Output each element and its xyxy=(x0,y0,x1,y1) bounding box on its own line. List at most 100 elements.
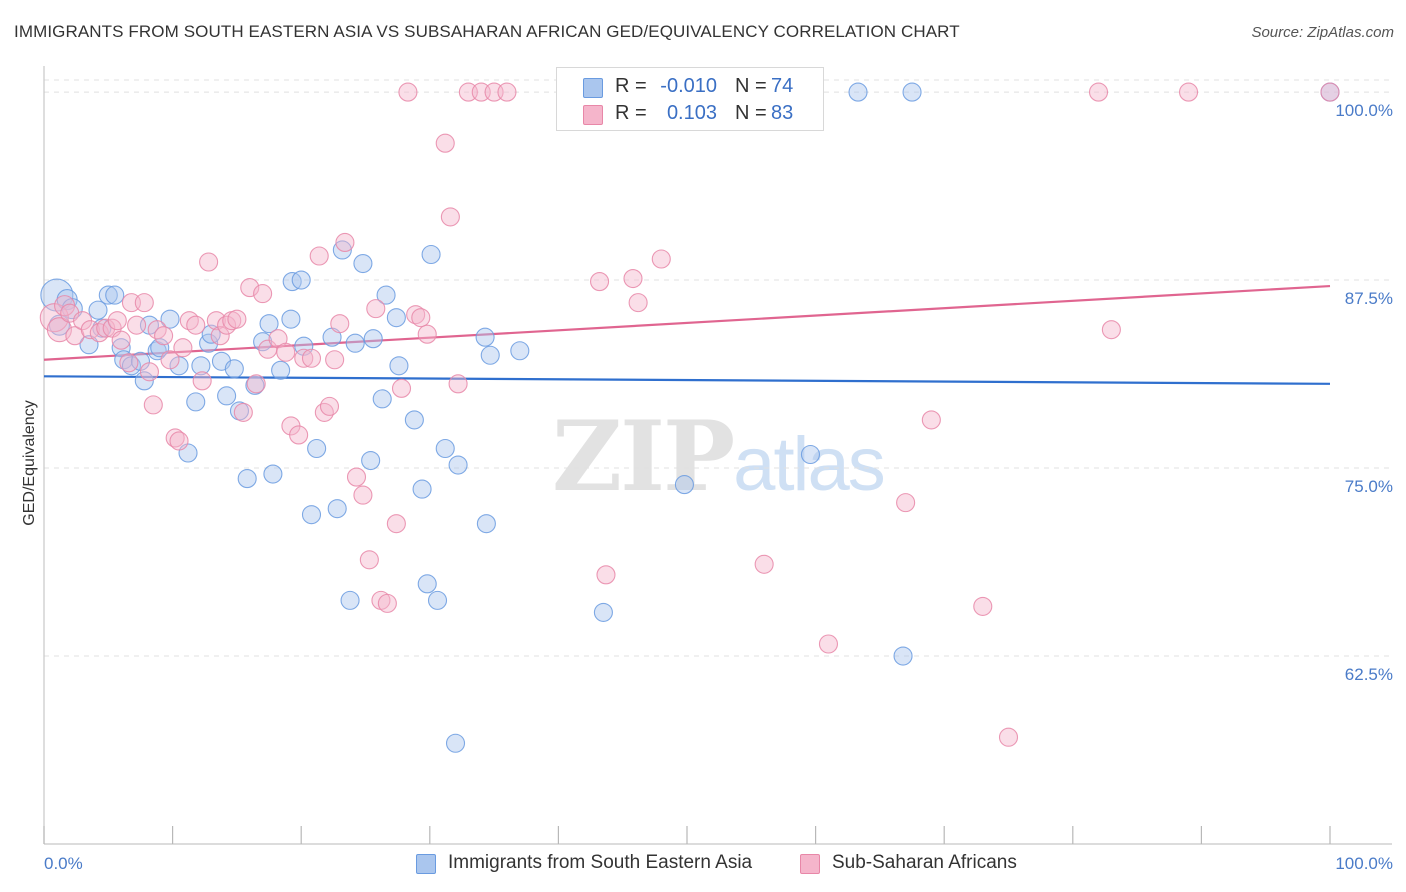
pink-point xyxy=(386,514,406,534)
blue-point xyxy=(186,392,206,412)
watermark: ZIPatlas xyxy=(552,400,886,513)
legend-swatch-blue xyxy=(416,854,436,874)
legend-label: Sub-Saharan Africans xyxy=(832,852,1017,873)
blue-point xyxy=(332,240,352,260)
blue-point xyxy=(111,338,131,358)
blue-point xyxy=(114,350,134,370)
pink-point xyxy=(154,326,174,346)
blue-point xyxy=(191,356,211,376)
pink-point xyxy=(411,308,431,328)
r-value: -0.010 xyxy=(660,75,717,97)
data-points xyxy=(39,82,1340,753)
pink-point xyxy=(111,330,131,350)
blue-point xyxy=(417,574,437,594)
blue-point xyxy=(121,356,141,376)
blue-point xyxy=(40,278,74,312)
blue-point xyxy=(291,270,311,290)
stats-row-pink: R = 0.103 N = 83 xyxy=(557,102,823,130)
blue-point xyxy=(88,300,108,320)
blue-point xyxy=(237,469,257,489)
source-credit: Source: ZipAtlas.com xyxy=(1251,24,1394,41)
blue-point xyxy=(372,389,392,409)
pink-point xyxy=(1178,82,1199,102)
pink-point xyxy=(335,232,355,253)
pink-point xyxy=(1101,320,1121,340)
blue-point xyxy=(475,327,495,347)
blue-point xyxy=(476,514,496,534)
pink-point xyxy=(359,550,379,570)
blue-point xyxy=(412,479,432,499)
pink-point xyxy=(301,348,322,368)
n-value: 83 xyxy=(771,102,794,124)
pink-point xyxy=(353,485,373,505)
blue-point xyxy=(105,285,125,305)
blue-point xyxy=(271,360,291,380)
stats-row-blue: R = -0.010 N = 74 xyxy=(557,75,823,103)
pink-point xyxy=(998,727,1019,747)
legend-label: Immigrants from South Eastern Asia xyxy=(448,852,753,873)
pink-point xyxy=(377,593,397,613)
x-tick-label: 0.0% xyxy=(44,854,83,873)
pink-point xyxy=(346,467,367,487)
pink-point xyxy=(406,305,426,325)
blue-point xyxy=(363,329,383,349)
pink-point xyxy=(1088,82,1109,102)
blue-point xyxy=(98,285,118,305)
pink-point xyxy=(973,596,993,616)
pink-point xyxy=(325,350,345,370)
legend-swatch-pink xyxy=(800,854,820,874)
blue-point xyxy=(353,253,373,274)
pink-point xyxy=(160,350,180,370)
blue-point xyxy=(674,475,694,495)
pink-point xyxy=(134,293,154,313)
blue-point xyxy=(448,455,468,475)
pink-point xyxy=(127,315,147,335)
pink-point xyxy=(896,493,916,513)
blue-point xyxy=(593,602,613,622)
pink-point xyxy=(628,293,648,313)
pink-point xyxy=(435,133,455,153)
pink-point xyxy=(169,431,189,451)
pink-point xyxy=(330,314,350,334)
trend-line-pink xyxy=(43,284,1331,361)
axes xyxy=(43,66,1392,845)
pink-point xyxy=(253,284,273,304)
n-label: N = xyxy=(735,75,767,97)
blue-point xyxy=(301,505,322,525)
watermark-atlas: atlas xyxy=(733,422,886,507)
blue-point xyxy=(340,590,360,610)
pink-point xyxy=(143,395,163,415)
pink-point xyxy=(276,342,296,362)
pink-point xyxy=(173,338,193,358)
pink-point xyxy=(497,82,517,102)
tick-labels: 100.0% 87.5% 75.0% 62.5% 0.0% 100.0% GED/Equiv… xyxy=(21,101,1393,873)
blue-point xyxy=(389,356,409,376)
blue-point xyxy=(134,371,154,391)
pink-point xyxy=(192,371,212,391)
pink-point xyxy=(314,402,334,422)
y-axis-label: GED/Equivalency xyxy=(21,400,38,525)
watermark-zip: ZIP xyxy=(552,400,735,513)
blue-point xyxy=(160,309,180,329)
pink-point xyxy=(366,299,386,319)
grid-lines xyxy=(44,79,1392,657)
pink-point xyxy=(398,82,418,102)
pink-point xyxy=(596,565,616,585)
stats-box: R = -0.010 N = 74 R = 0.103 N = 83 xyxy=(556,67,824,131)
pink-point xyxy=(199,252,219,272)
blue-point xyxy=(224,359,244,379)
y-tick-label: 87.5% xyxy=(1345,289,1393,308)
pink-point xyxy=(391,378,412,398)
y-tick-label: 75.0% xyxy=(1345,477,1393,496)
pink-point xyxy=(246,374,266,394)
pink-point xyxy=(319,396,340,416)
pink-point xyxy=(818,634,839,654)
y-tick-label: 62.5% xyxy=(1345,665,1393,684)
pink-point xyxy=(139,362,160,382)
blue-point xyxy=(386,308,406,328)
blue-point xyxy=(404,410,424,430)
pink-point xyxy=(294,348,314,368)
blue-point xyxy=(480,345,500,365)
blue-point xyxy=(435,438,455,459)
blue-point xyxy=(217,386,237,406)
